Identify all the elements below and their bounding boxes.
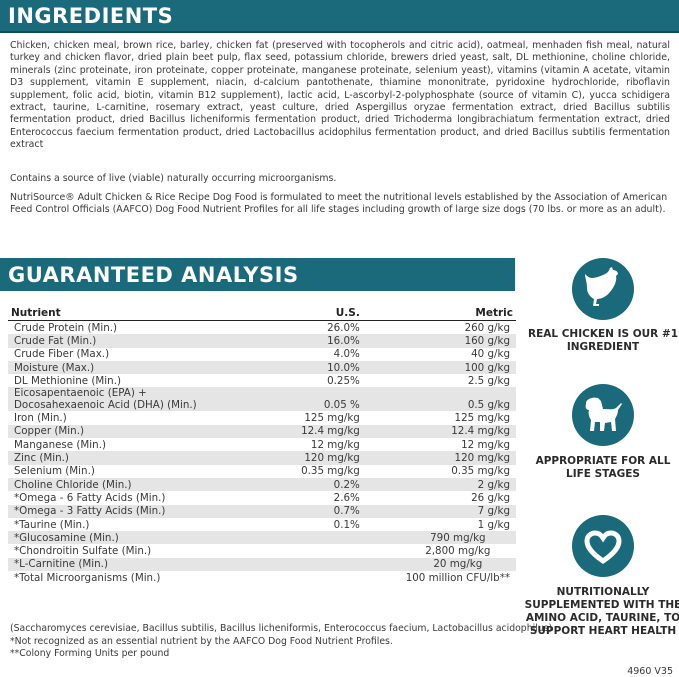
- nutrient-name: Eicosapentaenoic (EPA) + Docosahexaenoic…: [8, 387, 216, 412]
- guaranteed-analysis-table: Nutrient U.S. Metric Crude Protein (Min.…: [8, 305, 516, 584]
- microorganism-species: (Saccharomyces cerevisiae, Bacillus subt…: [10, 623, 553, 634]
- badge-taurine: NUTRITIONALLY SUPPLEMENTED WITH THE AMIN…: [524, 586, 679, 637]
- us-value: 4.0%: [333, 348, 360, 361]
- table-row: Crude Fat (Min.) 16.0% 160 g/kg: [8, 334, 516, 348]
- nutrient-name: *Glucosamine (Min.): [8, 531, 216, 545]
- guaranteed-analysis-heading: GUARANTEED ANALYSIS: [0, 258, 515, 291]
- table-row: Choline Chloride (Min.) 0.2% 2 g/kg: [8, 477, 516, 492]
- table-row: *Glucosamine (Min.) 790 mg/kg: [8, 531, 516, 545]
- metric-value: 7 g/kg: [365, 504, 516, 518]
- metric-value: 12 mg/kg: [461, 438, 510, 451]
- metric-value: 120 mg/kg: [365, 451, 516, 465]
- us-value: 16.0%: [215, 334, 366, 348]
- us-value: 0.1%: [333, 518, 360, 531]
- footnotes: (Saccharomyces cerevisiae, Bacillus subt…: [10, 623, 552, 661]
- us-value: 120 mg/kg: [215, 451, 366, 465]
- metric-value: 1 g/kg: [477, 518, 510, 531]
- nutrient-name: *Taurine (Min.): [14, 518, 90, 531]
- ingredients-heading: INGREDIENTS: [0, 0, 679, 33]
- table-row: *Omega - 6 Fatty Acids (Min.) 2.6% 26 g/kg: [8, 491, 516, 504]
- nutrient-name: Crude Fat (Min.): [8, 334, 216, 348]
- table-row: Manganese (Min.) 12 mg/kg 12 mg/kg: [8, 438, 516, 451]
- col-us: U.S.: [215, 305, 366, 321]
- table-row: DL Methionine (Min.) 0.25% 2.5 g/kg: [8, 374, 516, 387]
- metric-value: 0.5 g/kg: [365, 387, 516, 412]
- nutrient-name: *Total Microorganisms (Min.): [14, 571, 161, 584]
- table-row: Copper (Min.) 12.4 mg/kg 12.4 mg/kg: [8, 424, 516, 439]
- nutrient-name: *L-Carnitine (Min.): [8, 557, 216, 572]
- nutrient-name: Zinc (Min.): [8, 451, 216, 465]
- puppy-icon: [572, 384, 634, 446]
- metric-value: 260 g/kg: [464, 321, 510, 334]
- table-row: Eicosapentaenoic (EPA) + Docosahexaenoic…: [8, 387, 516, 412]
- metric-value: 2.5 g/kg: [467, 374, 510, 387]
- nutrient-name: Crude Protein (Min.): [14, 321, 118, 334]
- metric-value: 125 mg/kg: [454, 412, 510, 425]
- us-value: 10.0%: [215, 360, 366, 375]
- us-value: 26.0%: [327, 321, 360, 334]
- us-value: 12 mg/kg: [310, 438, 360, 451]
- footnote-aafco: *Not recognized as an essential nutrient…: [10, 635, 393, 647]
- us-value: 0.05 %: [215, 387, 366, 412]
- combined-value: 2,800 mg/kg: [425, 545, 491, 558]
- table-row: Iron (Min.) 125 mg/kg 125 mg/kg: [8, 411, 516, 424]
- table-row: Zinc (Min.) 120 mg/kg 120 mg/kg: [8, 451, 516, 465]
- footnote-cfu: **Colony Forming Units per pound: [10, 648, 170, 660]
- nutrient-name: Manganese (Min.): [14, 438, 106, 451]
- table-row: Crude Fiber (Max.) 4.0% 40 g/kg: [8, 348, 516, 361]
- metric-value: 26 g/kg: [471, 491, 510, 504]
- microorganisms-note: Contains a source of live (viable) natur…: [10, 173, 337, 184]
- nutrient-name: *Chondroitin Sulfate (Min.): [14, 545, 152, 558]
- combined-value: 20 mg/kg: [215, 557, 516, 572]
- heart-icon: [572, 515, 634, 577]
- table-row: *Taurine (Min.) 0.1% 1 g/kg: [8, 518, 516, 531]
- us-value: 12.4 mg/kg: [215, 424, 366, 439]
- us-value: 0.2%: [215, 477, 366, 492]
- table-row: Moisture (Max.) 10.0% 100 g/kg: [8, 360, 516, 375]
- nutrient-name: *Omega - 6 Fatty Acids (Min.): [14, 491, 166, 504]
- table-row: *Total Microorganisms (Min.) 100 million …: [8, 571, 516, 584]
- metric-value: 100 g/kg: [365, 360, 516, 375]
- metric-value: 0.35 mg/kg: [451, 465, 510, 478]
- nutrient-name: *Omega - 3 Fatty Acids (Min.): [8, 504, 216, 518]
- version-code: 4960 V35: [627, 666, 673, 677]
- table-row: Crude Protein (Min.) 26.0% 260 g/kg: [8, 321, 516, 335]
- metric-value: 160 g/kg: [365, 334, 516, 348]
- metric-value: 12.4 mg/kg: [365, 424, 516, 439]
- us-value: 2.6%: [333, 491, 360, 504]
- us-value: 125 mg/kg: [304, 412, 360, 425]
- nutrient-name: Selenium (Min.): [14, 465, 95, 478]
- aafco-statement: NutriSource® Adult Chicken & Rice Recipe…: [10, 192, 668, 216]
- col-nutrient: Nutrient: [8, 305, 216, 321]
- table-row: Selenium (Min.) 0.35 mg/kg 0.35 mg/kg: [8, 465, 516, 478]
- badge-real-chicken: REAL CHICKEN IS OUR #1 INGREDIENT: [528, 328, 679, 353]
- table-row: *Chondroitin Sulfate (Min.) 2,800 mg/kg: [8, 544, 516, 557]
- metric-value: 2 g/kg: [365, 477, 516, 492]
- badge-all-life-stages: APPROPRIATE FOR ALL LIFE STAGES: [535, 455, 671, 480]
- us-value: 0.7%: [215, 504, 366, 518]
- nutrient-name: Moisture (Max.): [8, 360, 216, 375]
- chicken-icon: [572, 258, 634, 320]
- nutrient-name: Iron (Min.): [14, 412, 67, 425]
- table-row: *Omega - 3 Fatty Acids (Min.) 0.7% 7 g/kg: [8, 504, 516, 518]
- table-row: *L-Carnitine (Min.) 20 mg/kg: [8, 557, 516, 572]
- nutrient-name: DL Methionine (Min.): [14, 374, 121, 387]
- combined-value: 790 mg/kg: [215, 531, 516, 545]
- table-header: Nutrient U.S. Metric: [8, 305, 516, 321]
- nutrient-name: Crude Fiber (Max.): [14, 348, 110, 361]
- us-value: 0.35 mg/kg: [301, 465, 360, 478]
- combined-value: 100 million CFU/lb**: [405, 571, 510, 584]
- metric-value: 40 g/kg: [471, 348, 510, 361]
- col-metric: Metric: [365, 305, 516, 321]
- nutrient-name: Copper (Min.): [8, 424, 216, 439]
- us-value: 0.25%: [327, 374, 360, 387]
- ingredients-list: Chicken, chicken meal, brown rice, barle…: [10, 40, 670, 151]
- nutrient-name: Choline Chloride (Min.): [8, 477, 216, 492]
